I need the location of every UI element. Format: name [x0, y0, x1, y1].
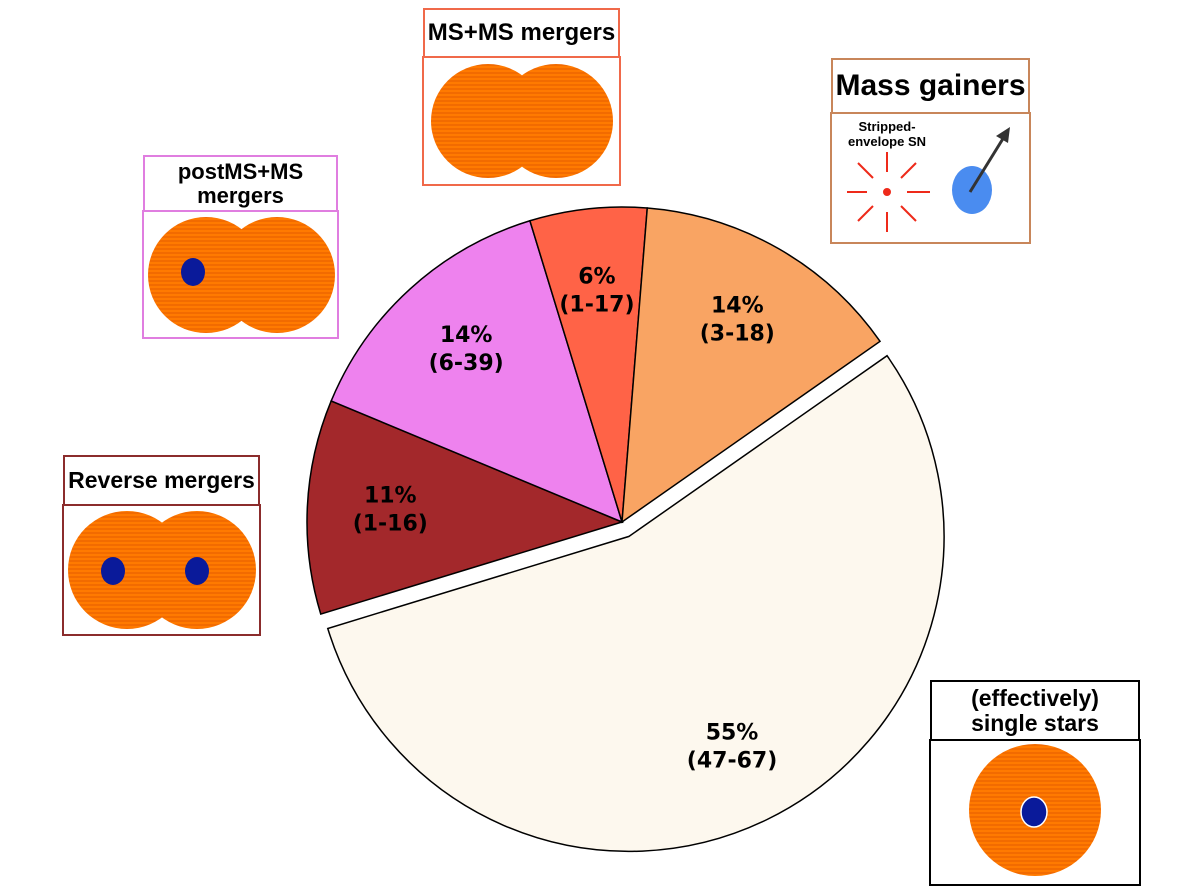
- value-label: 55%: [706, 721, 759, 746]
- box-title: MS+MS mergers: [423, 8, 620, 58]
- box-title: Reverse mergers: [63, 455, 260, 506]
- merger-icon: [431, 64, 613, 178]
- box-title: postMS+MS mergers: [143, 155, 338, 212]
- sn-icon: [847, 152, 930, 232]
- annotation: Stripped-envelope SN: [847, 119, 927, 149]
- range-label: (6-39): [429, 351, 504, 376]
- value-label: 6%: [578, 264, 615, 289]
- value-label: 14%: [440, 323, 493, 348]
- box-title: (effectively) single stars: [930, 680, 1140, 741]
- arrow: [968, 127, 1010, 193]
- merger-icon: [148, 217, 335, 333]
- slice: [621, 207, 882, 524]
- pie: 55% (47-67) 11% (1-16) 14% (6-39) 6% (1-17) 14% (…: [306, 206, 945, 853]
- value-label: 11%: [364, 484, 417, 509]
- box: [830, 112, 1031, 244]
- box-title: Mass gainers: [831, 58, 1030, 114]
- value-label: 14%: [711, 294, 764, 319]
- star-icon: [969, 744, 1101, 876]
- slice: [528, 206, 649, 523]
- merger-icon: [68, 511, 256, 629]
- range-label: (1-16): [353, 512, 428, 537]
- range-label: (3-18): [700, 322, 775, 347]
- slice: [326, 354, 945, 853]
- slice: [306, 399, 625, 616]
- range-label: (47-67): [687, 749, 777, 774]
- slice: [330, 219, 624, 524]
- range-label: (1-17): [559, 292, 634, 317]
